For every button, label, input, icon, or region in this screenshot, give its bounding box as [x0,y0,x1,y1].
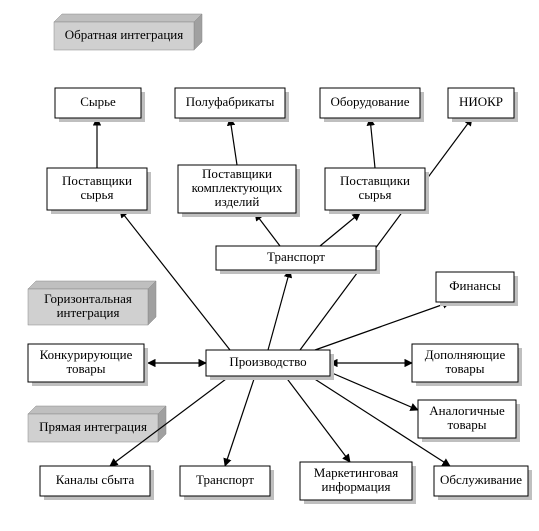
node-label-poluf: Полуфабрикаты [186,94,275,109]
edge-proizv-analog [325,370,418,410]
svg-text:Прямая интеграция: Прямая интеграция [39,419,147,434]
node-analog: Аналогичныетовары [418,400,520,442]
node-label-niokr: НИОКР [459,94,503,109]
node-marketing: Маркетинговаяинформация [300,462,416,504]
edge-transport1-post_syrja2 [320,213,360,246]
edge-transport1-post_kompl [255,213,280,246]
edge-post_syrja2-oborud [370,118,375,168]
node-post_syrja2: Поставщикисырья [325,168,429,214]
section-label-forward: Прямая интеграция [28,406,166,442]
node-label-obsluzh: Обслуживание [440,472,522,487]
node-label-transport1: Транспорт [267,249,325,264]
node-finansy: Финансы [436,272,518,306]
node-label-kanaly: Каналы сбыта [56,472,135,487]
node-syrje: Сырье [55,88,145,122]
node-oborud: Оборудование [320,88,424,122]
node-post_kompl: Поставщикикомплектующихизделий [178,165,300,217]
node-poluf: Полуфабрикаты [175,88,289,122]
node-niokr: НИОКР [448,88,518,122]
edge-proizv-finansy [315,302,450,350]
edge-post_kompl-poluf [230,118,237,165]
node-label-syrje: Сырье [80,94,116,109]
node-label-marketing: Маркетинговаяинформация [314,465,398,494]
node-post_syrja1: Поставщикисырья [47,168,151,214]
node-obsluzh: Обслуживание [434,466,532,500]
node-proizv: Производство [206,350,334,380]
node-transport1: Транспорт [216,246,380,274]
svg-text:Обратная интеграция: Обратная интеграция [65,27,183,42]
node-transport2: Транспорт [180,466,274,500]
edge-proizv-transport2 [225,376,255,466]
node-label-transport2: Транспорт [196,472,254,487]
node-label-finansy: Финансы [449,278,501,293]
integration-diagram: Обратная интеграция Горизонтальнаяинтегра… [0,0,539,531]
node-label-oborud: Оборудование [330,94,409,109]
section-label-backward: Обратная интеграция [54,14,202,50]
edge-proizv-marketing [285,376,350,462]
edge-proizv-post_syrja1 [120,210,230,350]
node-konkur: Конкурирующиетовары [28,344,148,386]
section-label-horizontal: Горизонтальнаяинтеграция [28,281,156,325]
node-label-proizv: Производство [229,354,306,369]
svg-text:Горизонтальнаяинтеграция: Горизонтальнаяинтеграция [44,291,132,320]
edge-proizv-transport1 [268,270,290,350]
node-dopoln: Дополняющиетовары [412,344,522,386]
edge-proizv-niokr [300,118,472,350]
node-kanaly: Каналы сбыта [40,466,154,500]
